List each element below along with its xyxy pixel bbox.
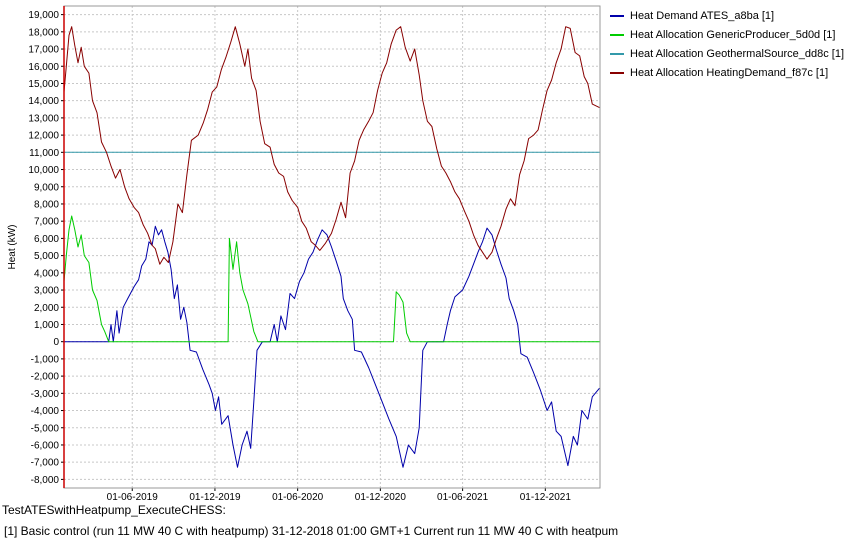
y-tick-label: 16,000: [28, 62, 59, 73]
legend-swatch: [610, 14, 624, 17]
y-tick-label: -3,000: [31, 389, 60, 400]
y-tick-label: -1,000: [31, 354, 60, 365]
y-tick-label: 1,000: [34, 320, 59, 331]
legend: Heat Demand ATES_a8ba [1] Heat Allocation…: [610, 6, 844, 82]
y-tick-label: 11,000: [29, 148, 59, 159]
x-tick-label: 01-12-2020: [355, 492, 407, 500]
x-tick-label: 01-12-2019: [189, 492, 241, 500]
y-tick-label: 12,000: [28, 131, 59, 142]
y-tick-label: 15,000: [28, 79, 59, 90]
y-tick-label: 10,000: [28, 165, 59, 176]
chart-caption: TestATESwithHeatpump_ExecuteCHESS:: [2, 503, 226, 517]
y-tick-label: -2,000: [31, 372, 60, 383]
x-tick-label: 01-06-2019: [107, 492, 159, 500]
y-tick-label: 2,000: [34, 303, 59, 314]
y-tick-label: -8,000: [31, 475, 60, 486]
y-tick-label: 7,000: [34, 217, 59, 228]
y-tick-label: 18,000: [28, 27, 59, 38]
legend-label: Heat Allocation GeothermalSource_dd8c [1…: [630, 47, 845, 60]
y-tick-label: 4,000: [34, 268, 59, 279]
y-tick-label: 14,000: [28, 96, 59, 107]
y-tick-label: 5,000: [34, 251, 59, 262]
legend-item: Heat Allocation HeatingDemand_f87c [1]: [610, 63, 844, 82]
legend-swatch: [610, 71, 624, 74]
series-line-4: [63, 26, 600, 265]
legend-item: Heat Allocation GeothermalSource_dd8c [1…: [610, 44, 844, 63]
y-tick-label: 19,000: [28, 10, 59, 21]
x-tick-label: 01-12-2021: [520, 492, 572, 500]
y-tick-label: -5,000: [31, 423, 60, 434]
y-tick-label: 13,000: [28, 113, 59, 124]
gridlines: [64, 6, 600, 488]
y-tick-label: 8,000: [34, 199, 59, 210]
y-axis-ticks: 19,000 18,000 17,000 16,000 15,000 14,000 13,0…: [28, 10, 64, 486]
x-axis-ticks: 01-06-2019 01-12-2019 01-06-2020 01-12-2020…: [107, 488, 572, 500]
legend-swatch: [610, 33, 624, 36]
run-info: [1] Basic control (run 11 MW 40 C with h…: [4, 524, 619, 538]
y-tick-label: 9,000: [34, 182, 59, 193]
legend-label: Heat Demand ATES_a8ba [1]: [630, 9, 775, 22]
y-tick-label: 17,000: [28, 45, 59, 56]
legend-swatch: [610, 52, 624, 55]
legend-item: Heat Allocation GenericProducer_5d0d [1]: [610, 25, 844, 44]
x-tick-label: 01-06-2021: [437, 492, 489, 500]
y-tick-label: -4,000: [31, 406, 60, 417]
legend-label: Heat Allocation GenericProducer_5d0d [1]: [630, 28, 836, 41]
y-tick-label: 0: [53, 337, 59, 348]
y-axis-label: Heat (kW): [7, 225, 18, 270]
x-tick-label: 01-06-2020: [272, 492, 324, 500]
series-lines: [63, 26, 600, 468]
y-tick-label: 6,000: [34, 234, 59, 245]
line-chart: 19,000 18,000 17,000 16,000 15,000 14,000 13,0…: [7, 5, 601, 500]
series-line-2: [63, 215, 600, 343]
y-tick-label: 3,000: [34, 286, 59, 297]
y-tick-label: -7,000: [31, 458, 60, 469]
y-tick-label: -6,000: [31, 440, 60, 451]
series-line-1: [64, 225, 600, 468]
legend-item: Heat Demand ATES_a8ba [1]: [610, 6, 844, 25]
legend-label: Heat Allocation HeatingDemand_f87c [1]: [630, 66, 829, 79]
